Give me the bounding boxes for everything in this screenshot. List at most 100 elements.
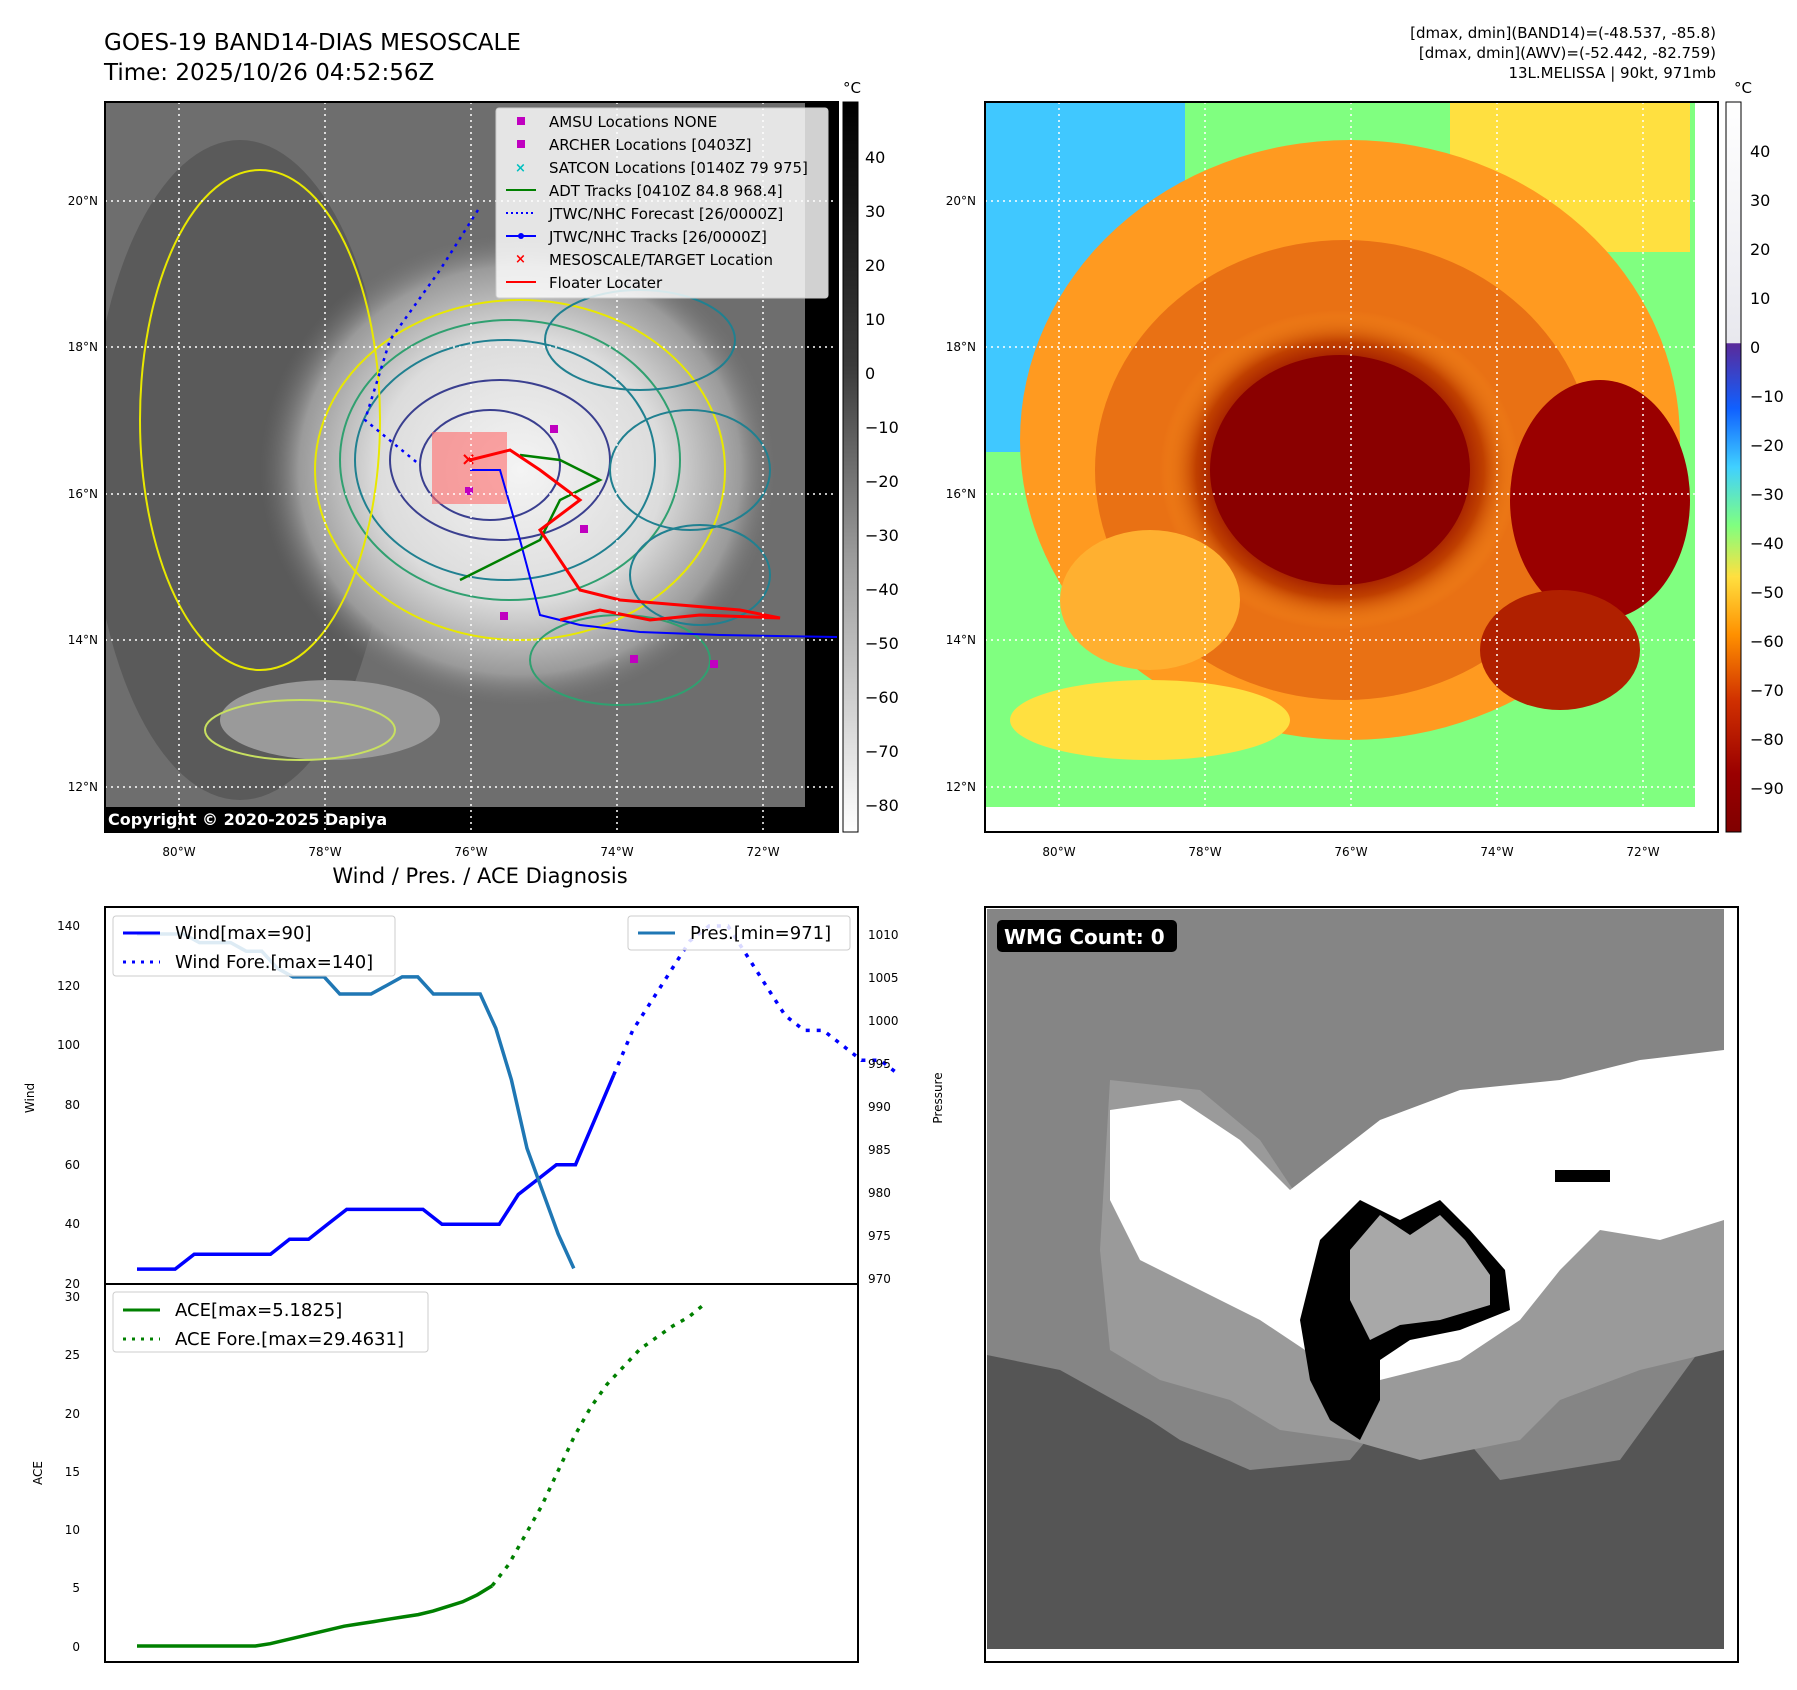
pressure-tick: 970 [868,1272,891,1286]
ir-tick: −20 [865,472,899,491]
ir-tick: 0 [865,364,875,383]
lat-label: 16°N [946,487,976,501]
lat-label: 20°N [946,194,976,208]
pressure-tick: 1000 [868,1014,899,1028]
ace-tick: 30 [65,1290,80,1304]
lon-label: 78°W [1188,845,1221,859]
awv-tick: −40 [1750,534,1784,553]
wind-series-group [137,924,901,1271]
ir-tick: −50 [865,634,899,653]
legend-label: ADT Tracks [0410Z 84.8 968.4] [549,182,783,200]
target-marker: × [461,449,476,470]
wind-pressure-axes: 140 120 100 80 60 40 20 1010 1005 1000 9… [23,906,945,1291]
pressure-axis-label: Pressure [931,1072,945,1123]
storm-info: 13L.MELISSA | 90kt, 971mb [1508,64,1716,82]
ace-axes: 30 25 20 15 10 5 0 ACE ACE[max=5.1825] A… [31,1283,859,1663]
lon-label: 80°W [1042,845,1075,859]
pressure-tick: 980 [868,1186,891,1200]
legend-label: Floater Locater [549,274,663,292]
wind-series-line [611,924,901,1077]
legend-ace-label: ACE[max=5.1825] [175,1300,342,1321]
legend-marker-target: × [515,252,526,267]
legend-label: JTWC/NHC Forecast [26/0000Z] [548,205,783,223]
pressure-tick: 1005 [868,971,899,985]
ir-tick: −70 [865,742,899,761]
wind-tick: 40 [65,1217,80,1231]
wmg-count-label: WMG Count: 0 [1004,925,1165,949]
ace-tick: 25 [65,1348,80,1362]
pressure-tick: 990 [868,1100,891,1114]
awv-lon-labels: 80°W 78°W 76°W 74°W 72°W [1042,845,1659,859]
ir-tick: 10 [865,310,885,329]
lat-label: 18°N [946,340,976,354]
ir-colorbar: °C 40 30 20 10 0 −10 −20 −30 −40 −50 −60… [842,79,899,833]
dmax-band14: [dmax, dmin](BAND14)=(-48.537, -85.8) [1410,24,1716,42]
wind-tick: 20 [65,1277,80,1291]
pressure-tick: 985 [868,1143,891,1157]
lat-label: 12°N [946,780,976,794]
ir-tick: −80 [865,796,899,815]
awv-tick: −70 [1750,681,1784,700]
ir-tick: −30 [865,526,899,545]
colorbar-unit: °C [843,79,861,97]
awv-map-panel [984,101,1719,833]
wind-tick: 80 [65,1098,80,1112]
legend-pres-label: Pres.[min=971] [690,923,831,944]
lat-label: 14°N [68,633,98,647]
awv-tick: −30 [1750,485,1784,504]
figure-title: GOES-19 BAND14-DIAS MESOSCALE [104,30,521,56]
lat-label: 16°N [68,487,98,501]
ir-tick: 30 [865,202,885,221]
awv-tick: 0 [1750,338,1760,357]
ace-tick: 0 [72,1640,80,1654]
pressure-tick: 975 [868,1229,891,1243]
figure-time: Time: 2025/10/26 04:52:56Z [103,60,434,86]
ir-lon-labels: 80°W 78°W 76°W 74°W 72°W [162,845,779,859]
awv-tick: −20 [1750,436,1784,455]
ace-tick: 15 [65,1465,80,1479]
legend-label: AMSU Locations NONE [549,113,717,131]
dmax-awv: [dmax, dmin](AWV)=(-52.442, -82.759) [1419,44,1716,62]
legend-label: ARCHER Locations [0403Z] [549,136,752,154]
wind-tick: 120 [57,979,80,993]
wind-series-line [137,1074,616,1271]
wind-axis-label: Wind [23,1083,37,1113]
ir-legend: × × AMSU Locations NONE ARCHER Locations… [495,107,829,299]
ace-tick: 10 [65,1523,80,1537]
lon-label: 74°W [1480,845,1513,859]
pressure-tick: 995 [868,1057,891,1071]
colorbar-unit: °C [1734,79,1752,97]
wind-tick: 60 [65,1158,80,1172]
awv-tick: 30 [1750,191,1770,210]
lon-label: 76°W [1334,845,1367,859]
copyright-text: Copyright © 2020-2025 Dapiya [108,810,387,829]
awv-colorbar: °C 40 30 20 10 0 −10 −20 −30 −40 −50 −60… [1725,79,1784,833]
awv-tick: −90 [1750,779,1784,798]
lon-label: 74°W [600,845,633,859]
legend-wind-fore-label: Wind Fore.[max=140] [175,952,373,973]
ir-tick: −10 [865,418,899,437]
legend-wind-label: Wind[max=90] [175,923,312,944]
lat-label: 12°N [68,780,98,794]
lon-label: 72°W [746,845,779,859]
legend-marker-archer [517,140,525,148]
awv-tick: −10 [1750,387,1784,406]
legend-ace-fore-label: ACE Fore.[max=29.4631] [175,1329,404,1350]
wind-tick: 100 [57,1038,80,1052]
lon-label: 72°W [1626,845,1659,859]
ir-tick: 40 [865,148,885,167]
wmg-panel: WMG Count: 0 [984,906,1739,1663]
lon-label: 78°W [308,845,341,859]
ir-tick: −40 [865,580,899,599]
awv-tick: −80 [1750,730,1784,749]
legend-label: MESOSCALE/TARGET Location [549,251,773,269]
ace-axis-label: ACE [31,1461,45,1485]
awv-tick: 10 [1750,289,1770,308]
pressure-tick: 1010 [868,928,899,942]
ace-series-group [137,1301,707,1648]
legend-marker-satcon: × [515,161,526,176]
ace-tick: 20 [65,1407,80,1421]
ace-tick: 5 [72,1581,80,1595]
lat-label: 14°N [946,633,976,647]
ir-lat-labels: 20°N 18°N 16°N 14°N 12°N [68,194,98,794]
